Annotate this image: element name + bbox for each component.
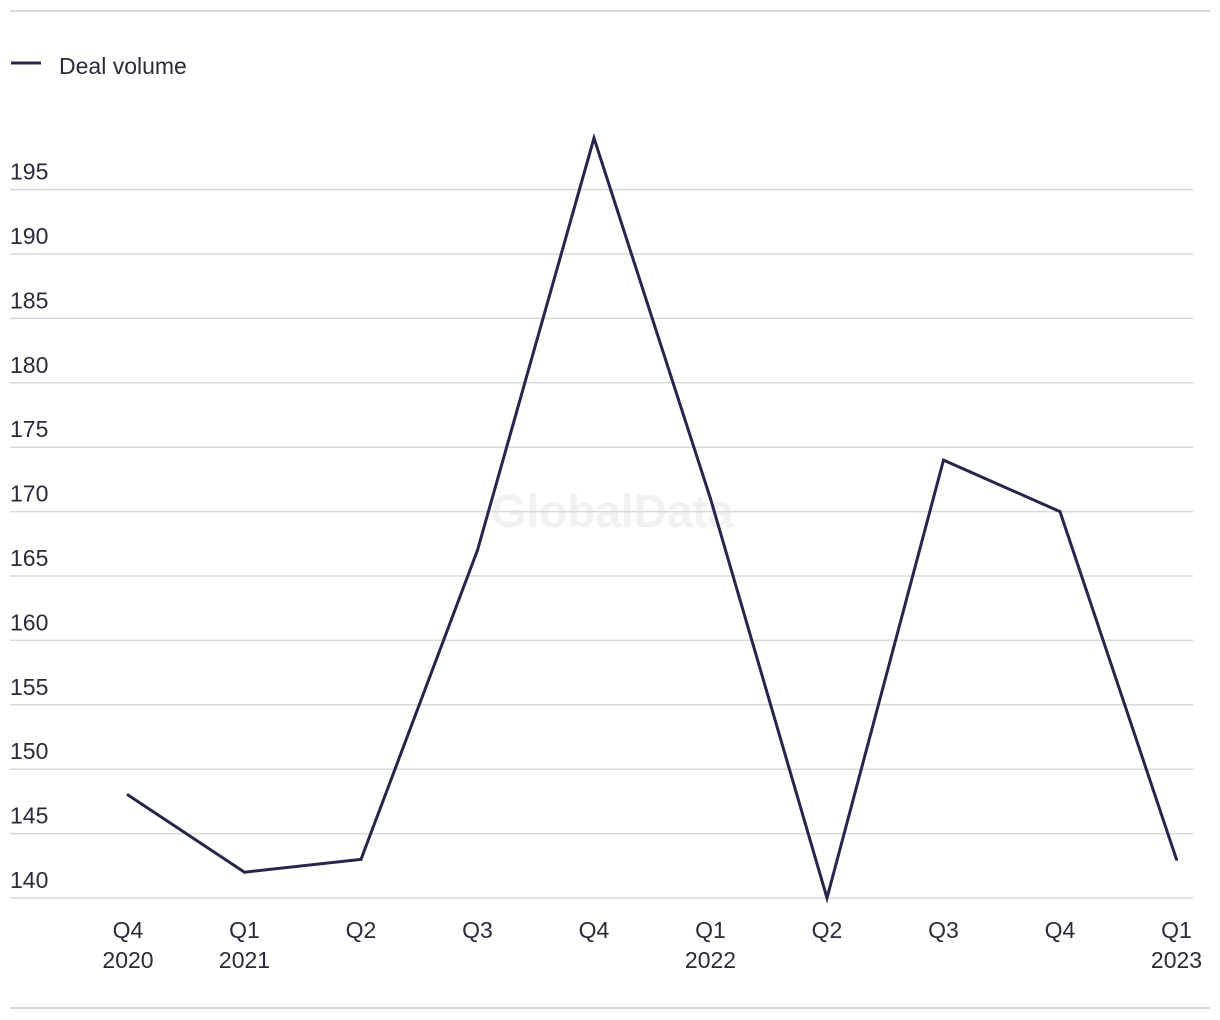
x-tick-label: Q4 (1045, 917, 1076, 943)
data-point (243, 870, 246, 874)
y-tick-label: 180 (10, 352, 48, 378)
y-tick-label: 175 (10, 416, 48, 442)
legend-label: Deal volume (59, 53, 187, 79)
x-tick-label: 2022 (685, 947, 736, 973)
x-tick-label: Q1 (1161, 917, 1192, 943)
data-point (592, 136, 596, 140)
data-point (825, 896, 829, 900)
x-tick-label: Q4 (579, 917, 610, 943)
data-point (1058, 510, 1062, 514)
y-tick-label: 170 (10, 481, 48, 507)
x-tick-label: 2023 (1151, 947, 1202, 973)
data-point (1175, 857, 1178, 861)
data-point (942, 458, 945, 462)
x-tick-label: Q1 (229, 917, 260, 943)
y-tick-label: 160 (10, 609, 48, 635)
y-tick-label: 185 (10, 287, 48, 313)
y-tick-label: 190 (10, 223, 48, 249)
data-point (359, 857, 363, 861)
x-axis-tick-labels: Q4 2020 Q1 2021 Q2 Q3 Q4 Q1 2022 Q2 Q3 Q4 Q1 2023 (102, 917, 1202, 973)
data-point (126, 793, 130, 797)
y-tick-label: 145 (10, 803, 48, 829)
y-tick-label: 155 (10, 674, 48, 700)
y-axis-tick-labels: 140 145 150 155 160 165 170 175 180 185 190 195 (10, 159, 48, 893)
y-tick-label: 195 (10, 159, 48, 185)
x-tick-label: 2021 (219, 947, 270, 973)
gridlines (10, 188, 1193, 899)
y-tick-label: 150 (10, 738, 48, 764)
x-tick-label: Q3 (462, 917, 493, 943)
series-layer (126, 132, 1178, 904)
data-point (476, 548, 479, 552)
x-tick-label: Q2 (812, 917, 843, 943)
data-point (709, 497, 712, 501)
legend: Deal volume (11, 53, 187, 79)
x-tick-label: Q4 (113, 917, 144, 943)
y-tick-label: 140 (10, 867, 48, 893)
x-tick-label: 2020 (102, 947, 153, 973)
y-tick-label: 165 (10, 545, 48, 571)
x-tick-label: Q2 (346, 917, 377, 943)
x-tick-label: Q3 (928, 917, 959, 943)
x-tick-label: Q1 (695, 917, 726, 943)
series-line (127, 132, 1178, 904)
